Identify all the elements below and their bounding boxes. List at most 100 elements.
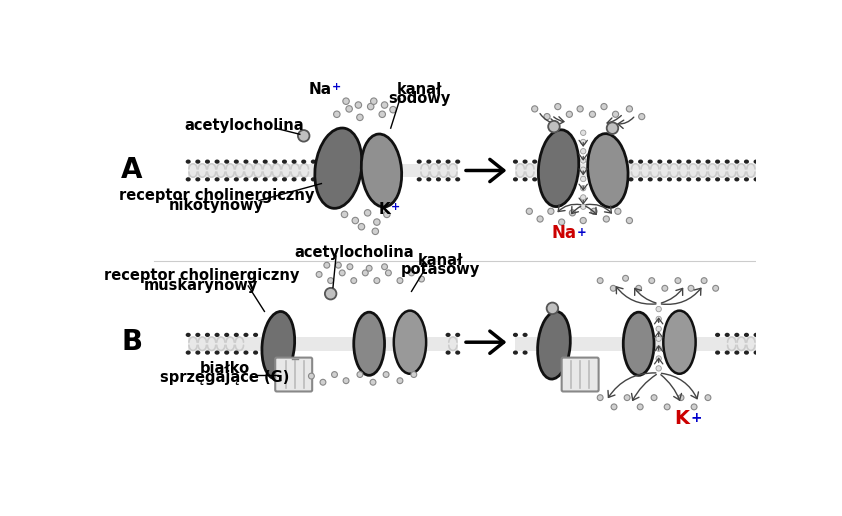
Ellipse shape (628, 159, 633, 164)
Ellipse shape (282, 177, 287, 182)
Circle shape (384, 211, 390, 218)
Ellipse shape (205, 350, 210, 354)
Ellipse shape (537, 312, 570, 379)
Circle shape (569, 210, 576, 216)
FancyBboxPatch shape (562, 358, 599, 392)
FancyBboxPatch shape (275, 358, 312, 392)
Circle shape (705, 395, 711, 400)
Ellipse shape (513, 177, 518, 182)
Circle shape (555, 104, 561, 110)
Circle shape (558, 219, 565, 225)
Circle shape (381, 102, 388, 108)
Circle shape (365, 209, 370, 216)
Ellipse shape (417, 159, 422, 164)
Text: +: + (333, 82, 342, 91)
Ellipse shape (253, 333, 258, 337)
Ellipse shape (195, 350, 200, 354)
Circle shape (603, 216, 610, 222)
Ellipse shape (663, 311, 695, 374)
Ellipse shape (215, 159, 220, 164)
Ellipse shape (695, 177, 701, 182)
Bar (189, 164, 458, 178)
Ellipse shape (456, 177, 461, 182)
Ellipse shape (456, 333, 461, 337)
Text: muskarynowy: muskarynowy (144, 279, 258, 294)
Ellipse shape (301, 159, 306, 164)
Ellipse shape (205, 333, 210, 337)
Circle shape (637, 404, 643, 410)
Circle shape (656, 346, 661, 351)
Circle shape (577, 106, 584, 112)
Circle shape (374, 219, 380, 225)
Circle shape (601, 104, 607, 110)
Ellipse shape (686, 159, 691, 164)
Circle shape (352, 217, 359, 224)
Circle shape (324, 262, 330, 268)
Ellipse shape (523, 350, 528, 354)
Bar (515, 337, 756, 351)
Circle shape (580, 167, 586, 172)
Circle shape (580, 204, 586, 209)
Ellipse shape (715, 159, 720, 164)
Circle shape (526, 208, 532, 214)
Ellipse shape (234, 177, 239, 182)
Ellipse shape (234, 159, 239, 164)
Ellipse shape (186, 333, 191, 337)
Text: B: B (121, 328, 142, 356)
Circle shape (678, 395, 684, 400)
Circle shape (411, 372, 417, 378)
Ellipse shape (658, 159, 663, 164)
Circle shape (362, 270, 368, 276)
Circle shape (357, 114, 363, 121)
Circle shape (344, 378, 349, 383)
Ellipse shape (715, 333, 720, 337)
Ellipse shape (205, 177, 210, 182)
Ellipse shape (361, 134, 402, 207)
Circle shape (611, 404, 617, 410)
Ellipse shape (734, 333, 739, 337)
Circle shape (346, 106, 352, 112)
Ellipse shape (588, 134, 628, 207)
Circle shape (701, 278, 707, 283)
Ellipse shape (638, 177, 643, 182)
Ellipse shape (523, 333, 528, 337)
Ellipse shape (725, 350, 730, 354)
Ellipse shape (667, 159, 672, 164)
Ellipse shape (456, 159, 461, 164)
Ellipse shape (513, 350, 518, 354)
Circle shape (580, 139, 586, 144)
Ellipse shape (417, 177, 422, 182)
Circle shape (567, 111, 573, 117)
Ellipse shape (311, 159, 316, 164)
Circle shape (651, 395, 657, 400)
Text: K: K (674, 409, 690, 428)
Ellipse shape (243, 333, 248, 337)
Circle shape (662, 285, 668, 291)
Circle shape (320, 379, 326, 385)
Circle shape (580, 130, 586, 136)
Ellipse shape (754, 333, 759, 337)
Circle shape (546, 302, 558, 314)
Circle shape (612, 111, 619, 117)
Circle shape (355, 102, 361, 108)
Circle shape (656, 366, 661, 371)
Ellipse shape (272, 177, 277, 182)
Circle shape (688, 285, 694, 291)
Ellipse shape (445, 159, 450, 164)
Circle shape (589, 111, 595, 117)
Text: potasowy: potasowy (400, 262, 480, 277)
Text: A: A (121, 156, 143, 185)
Text: acetylocholina: acetylocholina (294, 246, 413, 261)
Text: kanał: kanał (397, 82, 442, 97)
Circle shape (339, 270, 345, 276)
Circle shape (383, 372, 389, 378)
Ellipse shape (282, 159, 287, 164)
Circle shape (397, 278, 402, 283)
Circle shape (298, 130, 310, 141)
Ellipse shape (291, 177, 296, 182)
Ellipse shape (205, 159, 210, 164)
Circle shape (537, 216, 543, 222)
Text: Na: Na (309, 82, 333, 97)
Ellipse shape (706, 159, 711, 164)
Circle shape (358, 223, 365, 230)
